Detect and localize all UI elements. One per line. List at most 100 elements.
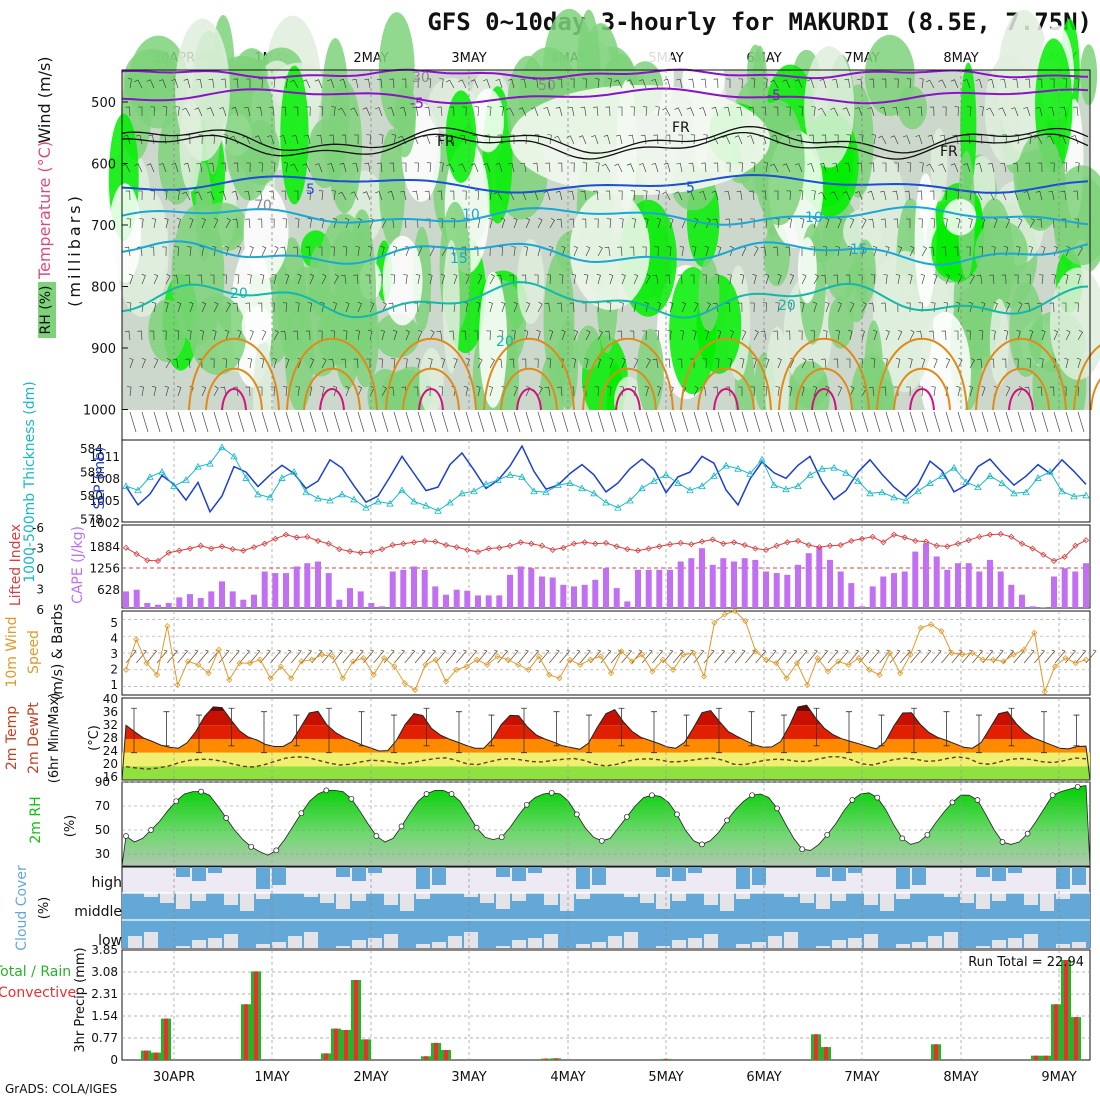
li-point xyxy=(901,534,908,541)
wind-barb xyxy=(1041,329,1046,341)
cloud-gap xyxy=(208,938,222,948)
cape-bar xyxy=(400,569,407,608)
cloud-gap xyxy=(1024,934,1038,948)
thickness-point xyxy=(602,498,610,506)
wind-barb xyxy=(873,411,881,433)
cape-bar xyxy=(123,591,129,608)
slp-axis-title: SLP (mb) xyxy=(92,446,108,509)
wind-barb xyxy=(279,135,287,145)
cloud-high xyxy=(1056,867,1070,889)
wind-barb xyxy=(918,386,924,397)
cloud-gap xyxy=(608,936,622,948)
contour-plus35 xyxy=(319,388,345,411)
wind-barb xyxy=(677,274,683,285)
cape-bar xyxy=(837,571,844,608)
li-point xyxy=(410,539,418,546)
cloud-high xyxy=(336,867,350,877)
precip-tick: 2.31 xyxy=(91,987,118,1001)
wind-barb xyxy=(363,649,375,664)
wind-barb xyxy=(139,386,144,397)
wind-barb xyxy=(355,246,360,257)
wind-barb xyxy=(571,358,577,369)
cloud-gap xyxy=(352,893,366,901)
wind-barb xyxy=(968,385,973,397)
wind-barb xyxy=(1049,302,1055,313)
rh-shade xyxy=(636,328,664,415)
wind-barb xyxy=(1074,302,1079,313)
wind-barb xyxy=(486,330,491,341)
wind-barb xyxy=(500,217,506,229)
wind-barb xyxy=(1025,78,1031,89)
wind-barb xyxy=(762,302,768,313)
thickness-point xyxy=(182,476,190,483)
wind-barb xyxy=(440,357,446,369)
rh-shade xyxy=(307,119,342,189)
wind-barb xyxy=(222,358,227,369)
wind-barb xyxy=(906,78,912,89)
wind-barb xyxy=(652,358,659,369)
wind-speed-point xyxy=(556,675,563,682)
contour-label: 5 xyxy=(686,180,695,196)
wind-barb xyxy=(777,273,782,285)
wind-barb xyxy=(830,107,839,117)
contour-label: -5 xyxy=(410,96,424,112)
wind-barb xyxy=(388,302,395,313)
wind-barb xyxy=(537,411,545,433)
thickness-point xyxy=(1010,489,1018,497)
wind-speed-point xyxy=(174,681,181,688)
wind-barb xyxy=(437,190,443,201)
rh-shade xyxy=(989,298,1009,386)
wind-barb xyxy=(311,649,323,664)
wind-barb xyxy=(222,274,227,285)
wind-barb xyxy=(332,217,337,229)
cape-bar xyxy=(880,576,887,608)
thickness-point xyxy=(770,481,778,488)
contour-plus30 xyxy=(500,367,558,411)
li-point xyxy=(421,537,428,544)
contour-plus10 xyxy=(121,206,1089,226)
wind-barb xyxy=(521,358,527,369)
wind-speed-point xyxy=(133,636,140,643)
minmax-bar xyxy=(943,711,950,747)
li-point xyxy=(304,533,311,540)
wind-barb xyxy=(929,106,935,117)
cape-bar xyxy=(560,584,567,608)
wind-speed-point xyxy=(566,656,573,663)
temp-tick: 36 xyxy=(103,705,118,719)
contour-plus5 xyxy=(121,173,1089,194)
wind-barb xyxy=(249,411,257,433)
wind-barb xyxy=(221,162,227,173)
wind-barb xyxy=(387,107,395,117)
rh-point xyxy=(1049,792,1056,799)
wind-barb xyxy=(868,386,875,397)
rh-point xyxy=(273,847,280,854)
wind-barb xyxy=(699,107,707,117)
wind-barb xyxy=(820,274,827,285)
wind-barb xyxy=(438,386,444,397)
wind-barb xyxy=(1065,411,1073,433)
li-point xyxy=(144,557,151,564)
li-point xyxy=(570,540,578,547)
cape-bar xyxy=(357,591,364,608)
wind-barb xyxy=(489,357,495,369)
wind-barb xyxy=(980,217,986,229)
cape-bar xyxy=(411,566,417,608)
rh-shade xyxy=(442,240,460,374)
wind-barb xyxy=(897,329,903,341)
wind-barb xyxy=(175,106,180,117)
wind-barb xyxy=(737,218,743,229)
minmax-bar xyxy=(846,711,852,754)
wind-barb xyxy=(225,217,231,229)
wind-speed-point xyxy=(370,671,377,678)
li-point xyxy=(762,546,770,553)
temp-axis-title: 2m DewPt xyxy=(26,702,42,774)
cloud-gap xyxy=(432,942,446,948)
rh-shade xyxy=(804,46,855,168)
li-point xyxy=(1008,533,1015,540)
wind-barb xyxy=(738,386,743,396)
wind-barb xyxy=(487,106,492,117)
wind-barb xyxy=(945,411,953,433)
wind-barb xyxy=(1002,134,1007,145)
wind-barb xyxy=(992,649,1004,664)
